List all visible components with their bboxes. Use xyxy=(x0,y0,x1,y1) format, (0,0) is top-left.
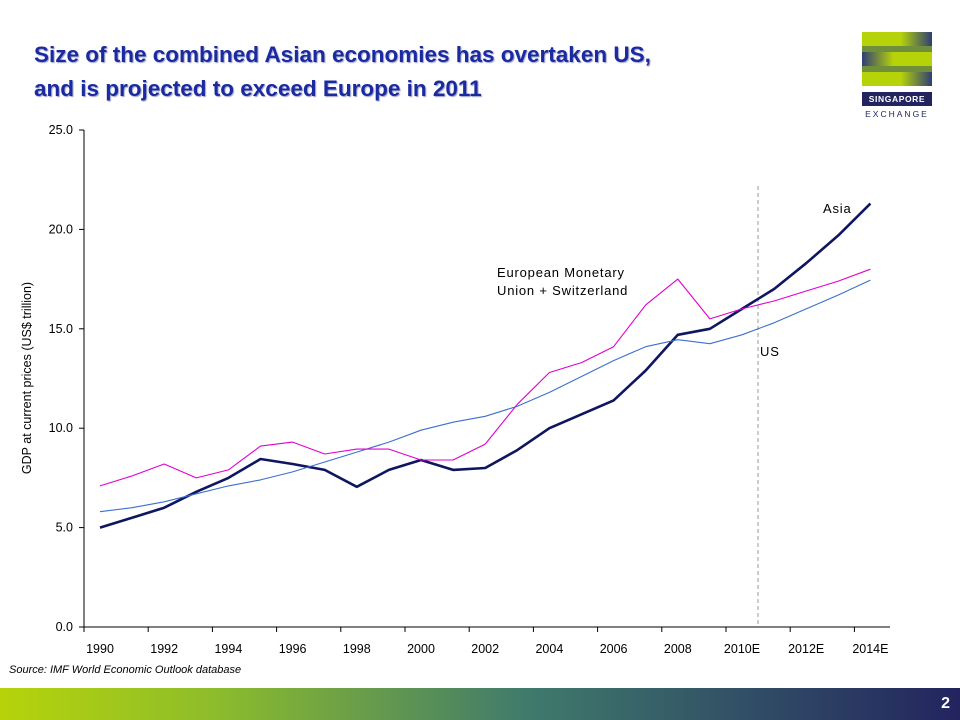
y-tick-label: 10.0 xyxy=(49,421,73,435)
y-tick-label: 0.0 xyxy=(56,620,73,634)
title-line-1: Size of the combined Asian economies has… xyxy=(34,42,651,67)
page-title: Size of the combined Asian economies has… xyxy=(34,38,834,106)
logo-subtext: EXCHANGE xyxy=(865,109,929,119)
logo-stripe xyxy=(862,32,932,46)
y-tick-label: 5.0 xyxy=(56,521,73,535)
x-tick-label: 2014E xyxy=(852,642,888,656)
x-tick-label: 2010E xyxy=(724,642,760,656)
x-tick-label: 1990 xyxy=(86,642,114,656)
series-line-us xyxy=(99,279,871,513)
page-number: 2 xyxy=(941,695,950,712)
logo-stripe xyxy=(862,72,932,86)
logo-stripe xyxy=(862,52,932,66)
x-tick-label: 1998 xyxy=(343,642,371,656)
x-tick-label: 2000 xyxy=(407,642,435,656)
x-tick-label: 2008 xyxy=(664,642,692,656)
annotation-europe-line-1: European Monetary xyxy=(497,265,625,280)
logo-stripe xyxy=(862,46,932,52)
y-tick-label: 20.0 xyxy=(49,222,73,236)
x-axis-ticks: 1990 1992 1994 1996 1998 2000 2002 2004 2006 2008… xyxy=(83,627,888,656)
x-tick-label: 1994 xyxy=(214,642,242,656)
x-tick-label: 2006 xyxy=(600,642,628,656)
x-tick-label: 2004 xyxy=(535,642,563,656)
logo-wordmark: SINGAPORE xyxy=(862,92,932,106)
y-tick-label: 15.0 xyxy=(49,322,73,336)
logo-stripe xyxy=(862,66,932,72)
x-tick-label: 1992 xyxy=(150,642,178,656)
annotation-europe-line-2: Union + Switzerland xyxy=(497,283,628,298)
x-tick-label: 2012E xyxy=(788,642,824,656)
title-line-2: and is projected to exceed Europe in 201… xyxy=(34,76,482,101)
y-axis-ticks: 0.0 5.0 10.0 15.0 20.0 25.0 xyxy=(49,123,84,634)
x-tick-label: 1996 xyxy=(279,642,307,656)
series-line-asia xyxy=(99,202,872,529)
series-line-europe xyxy=(99,268,871,487)
sgx-logo: SINGAPORE EXCHANGE xyxy=(862,32,932,120)
annotation-us: US xyxy=(760,344,780,359)
y-tick-label: 25.0 xyxy=(49,123,73,137)
y-axis-label: GDP at current prices (US$ trillion) xyxy=(20,282,34,474)
annotation-asia: Asia xyxy=(823,201,852,216)
series-layer xyxy=(99,202,872,529)
footer-bar: 2 xyxy=(0,688,960,720)
source-note: Source: IMF World Economic Outlook datab… xyxy=(9,664,242,676)
x-tick-label: 2002 xyxy=(471,642,499,656)
